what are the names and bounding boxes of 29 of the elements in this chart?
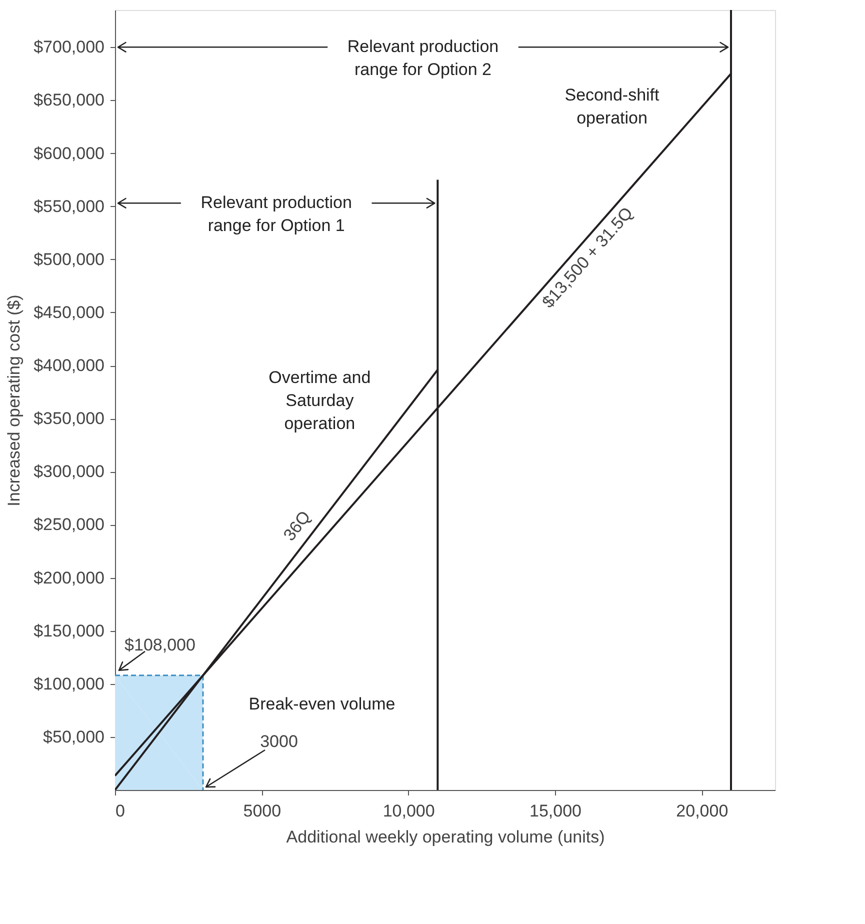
series-label: Overtime and Saturday operation: [268, 368, 371, 433]
series-label: Second-shift operation: [564, 86, 660, 128]
y-tick-label: $300,000: [34, 462, 104, 482]
y-tick-label: $700,000: [34, 38, 104, 57]
x-axis-title: Additional weekly operating volume (units): [286, 828, 605, 846]
annotation: 3000: [260, 732, 298, 751]
y-tick-label: $450,000: [34, 302, 104, 322]
x-tick-label: 10,000: [382, 802, 435, 820]
y-tick-label: $250,000: [34, 515, 104, 534]
annotation: $108,000: [124, 635, 196, 654]
y-tick-label: $500,000: [34, 250, 104, 269]
y-axis-title: Increased operating cost ($): [4, 294, 24, 506]
y-tick-label: $650,000: [34, 90, 104, 110]
x-tick-label: 0: [116, 802, 125, 820]
x-tick-label: 5000: [243, 802, 282, 820]
text: Break-even volume: [248, 694, 396, 714]
y-tick-label: $200,000: [34, 568, 104, 588]
y-tick-label: $50,000: [43, 727, 104, 746]
annotation: Relevant production range for Option 2: [347, 37, 499, 80]
y-tick-label: $400,000: [34, 356, 104, 376]
x-tick-label: 20,000: [676, 802, 728, 820]
annotation: Relevant production range for Option 1: [200, 193, 352, 236]
annotation: 36Q: [280, 507, 314, 544]
y-tick-label: $350,000: [34, 409, 104, 428]
y-tick-label: $150,000: [34, 621, 104, 640]
y-tick-label: $600,000: [34, 144, 104, 163]
x-tick-label: 15,000: [530, 802, 582, 820]
y-tick-label: $550,000: [34, 196, 104, 216]
y-tick-label: $100,000: [34, 674, 104, 694]
